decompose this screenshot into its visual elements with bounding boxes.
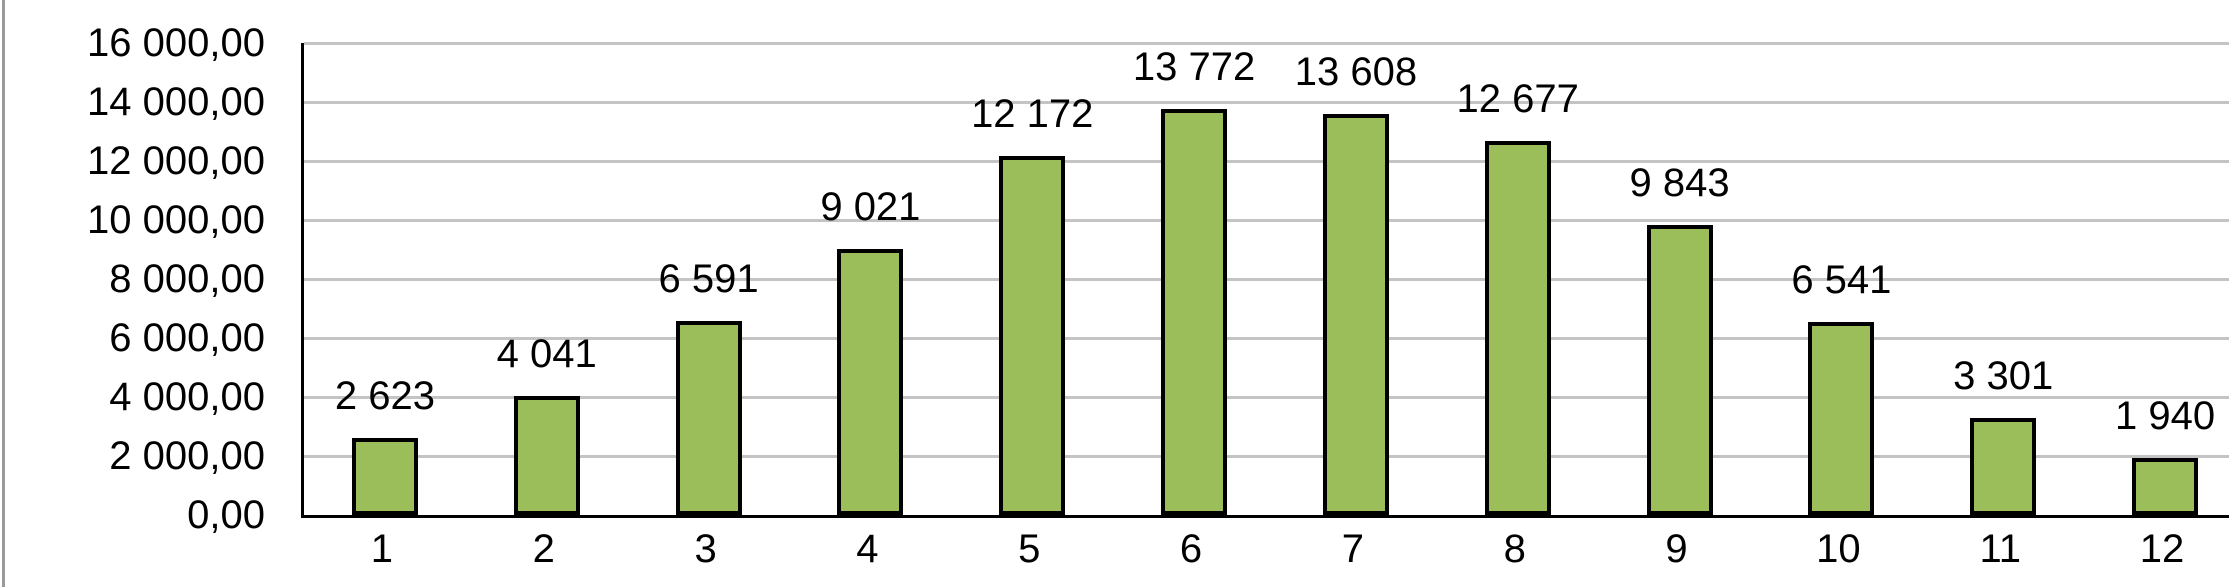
y-axis-tick-label: 10 000,00 [87,198,265,242]
bar-value-label: 1 940 [2114,393,2216,438]
bar-value-label: 4 041 [496,331,597,376]
bar-series-7 [1322,113,1389,515]
y-axis-tick-label: 6 000,00 [109,316,265,360]
bar-value-label: 3 301 [1953,353,2054,398]
x-axis-tick-label: 8 [1503,527,1526,571]
bar-series-2 [513,395,580,515]
y-axis-tick-label: 2 000,00 [109,434,265,478]
x-axis-tick-label: 9 [1665,527,1688,571]
bar-series-8 [1484,141,1551,515]
x-axis-tick-label: 6 [1179,527,1203,571]
gridline [304,454,2229,458]
bar-series-4 [837,248,904,515]
x-axis-tick-label: 12 [2139,527,2185,571]
x-axis-tick-label: 1 [370,527,394,571]
x-axis-tick-label: 11 [1979,527,2021,571]
x-axis-tick-label: 3 [694,527,717,571]
bar-value-label: 13 772 [1132,44,1256,89]
bar-series-9 [1646,224,1713,515]
y-axis-tick-label: 0,00 [187,493,265,537]
y-axis-tick-label: 4 000,00 [109,375,265,419]
bar-series-5 [999,155,1066,515]
x-axis-tick-label: 5 [1018,527,1041,571]
bar-series-12 [2132,457,2199,515]
left-edge-divider [2,0,5,587]
bar-value-label: 6 541 [1791,258,1892,303]
gridline [304,41,2229,45]
bar-value-label: 12 172 [971,91,1094,136]
x-axis-tick-label: 4 [856,527,879,571]
x-axis-tick-label: 7 [1341,527,1364,571]
y-axis-tick-label: 12 000,00 [87,139,265,183]
gridline [304,218,2229,222]
gridline [304,159,2229,163]
bar-series-10 [1808,322,1875,515]
bar-value-label: 6 591 [658,256,759,301]
bar-value-label: 9 843 [1629,160,1730,205]
x-axis-tick-label: 10 [1816,527,1861,571]
y-axis-tick-label: 8 000,00 [109,257,265,301]
y-axis-tick-label: 16 000,00 [87,21,265,65]
gridline [304,336,2229,340]
bar-series-6 [1161,108,1228,515]
gridline [304,395,2229,399]
bar-series-1 [351,437,418,515]
bar-series-3 [675,320,742,515]
x-axis-tick-label: 2 [532,527,555,571]
y-axis-tick-label: 14 000,00 [87,80,265,124]
bar-value-label: 12 677 [1456,77,1579,122]
gridline [304,277,2229,281]
bar-value-label: 9 021 [820,184,921,229]
gridline [304,100,2229,104]
bar-series-11 [1970,417,2037,515]
bar-value-label: 13 608 [1294,49,1418,94]
bar-value-label: 2 623 [334,373,435,418]
plot-area: 2 623 4 041 6 591 9 021 12 172 13 772 13 608 12… [301,41,2229,518]
